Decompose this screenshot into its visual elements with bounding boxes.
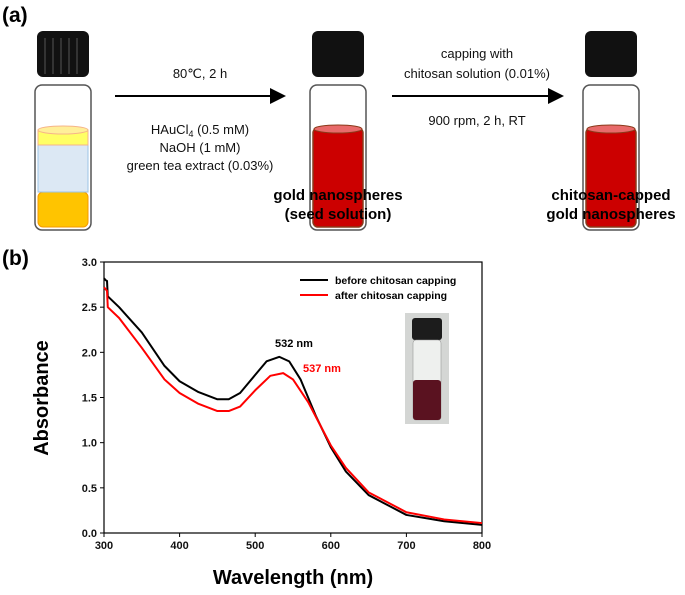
y-tick-label: 0.5 bbox=[82, 483, 97, 495]
inset-vial-photo bbox=[405, 313, 449, 424]
x-tick-label: 500 bbox=[246, 540, 264, 552]
x-axis-label: Wavelength (nm) bbox=[213, 567, 373, 589]
product2-line1: chitosan-capped bbox=[551, 187, 670, 204]
step2-capping-2: chitosan solution (0.01%) bbox=[404, 66, 550, 81]
product1-line2: (seed solution) bbox=[285, 206, 392, 223]
y-tick-label: 1.5 bbox=[82, 393, 97, 405]
step1-haucl4: HAuCl4 (0.5 mM) bbox=[151, 122, 249, 139]
y-tick-label: 3.0 bbox=[82, 257, 97, 269]
step1-condition: 80℃, 2 h bbox=[173, 66, 227, 81]
y-axis-label: Absorbance bbox=[31, 340, 53, 456]
vial-gold-nanospheres bbox=[309, 31, 367, 231]
panel-a-label: (a) bbox=[2, 4, 28, 27]
series-before-chitosan-line bbox=[103, 277, 483, 526]
x-tick-label: 700 bbox=[397, 540, 415, 552]
y-tick-label: 2.0 bbox=[82, 347, 97, 359]
peak-annotation-537: 537 nm bbox=[303, 363, 341, 375]
y-tick-label: 2.5 bbox=[82, 302, 97, 314]
product1-line1: gold nanospheres bbox=[273, 187, 402, 204]
series-after-chitosan-line bbox=[103, 286, 483, 525]
legend-label-before: before chitosan capping bbox=[335, 275, 456, 287]
x-tick-label: 600 bbox=[322, 540, 340, 552]
step2-condition: 900 rpm, 2 h, RT bbox=[428, 113, 525, 128]
step2-capping-1: capping with bbox=[441, 46, 513, 61]
x-tick-label: 300 bbox=[95, 540, 113, 552]
x-tick-label: 400 bbox=[170, 540, 188, 552]
panel-b-label: (b) bbox=[2, 247, 29, 270]
step1-green-tea: green tea extract (0.03%) bbox=[127, 158, 274, 173]
y-tick-label: 0.0 bbox=[82, 528, 97, 540]
vial-chitosan-capped bbox=[582, 31, 640, 231]
product2-line2: gold nanospheres bbox=[546, 206, 675, 223]
y-tick-label: 1.0 bbox=[82, 438, 97, 450]
step1-naoh: NaOH (1 mM) bbox=[160, 140, 241, 155]
peak-annotation-532: 532 nm bbox=[275, 338, 313, 350]
legend-label-after: after chitosan capping bbox=[335, 290, 447, 302]
vial-reactants bbox=[34, 31, 92, 231]
x-tick-label: 800 bbox=[473, 540, 491, 552]
